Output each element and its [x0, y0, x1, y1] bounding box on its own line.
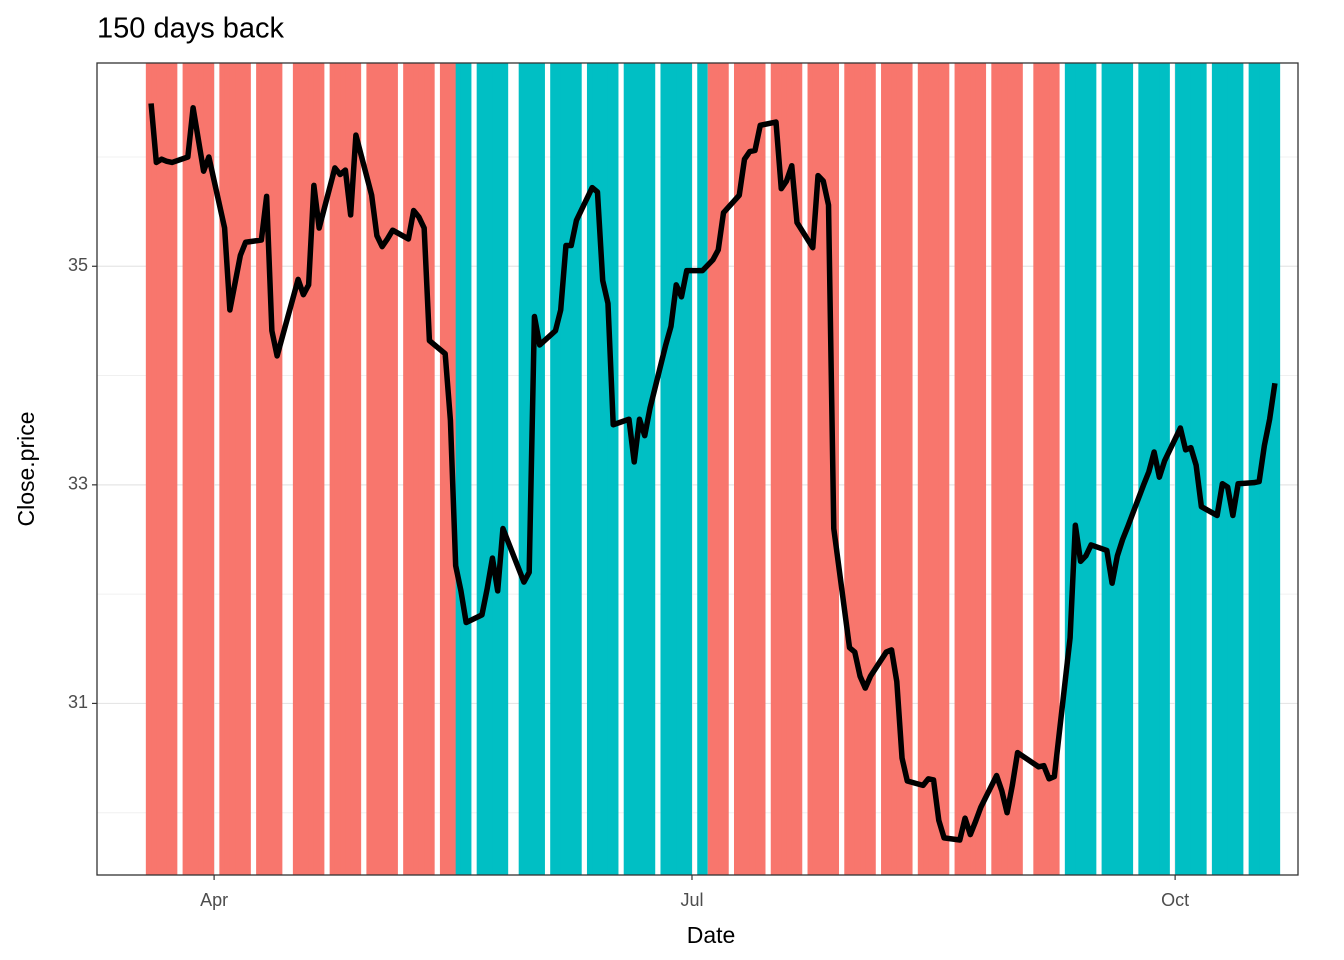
regime-bar — [849, 63, 861, 875]
regime-bar — [497, 63, 509, 875]
regime-bar — [607, 63, 619, 875]
regime-bar — [166, 63, 178, 875]
regime-bar — [313, 63, 325, 875]
regime-bar — [938, 63, 950, 875]
plot-area: 31 33 35 Apr Jul Oct — [68, 62, 1299, 910]
regime-bar — [403, 63, 414, 875]
regime-bar — [644, 63, 656, 875]
regime-bar — [697, 63, 708, 875]
y-tick-label: 33 — [68, 474, 88, 494]
regime-bar — [1049, 63, 1060, 875]
x-tick-label: Oct — [1161, 890, 1189, 910]
regime-bar — [1232, 63, 1244, 875]
chart-title: 150 days back — [97, 13, 285, 45]
regime-bar — [1106, 63, 1118, 875]
regime-bar — [902, 63, 913, 875]
regime-bar — [366, 63, 377, 875]
regime-bar — [555, 63, 566, 875]
regime-bar — [571, 63, 582, 875]
regime-bar — [1138, 63, 1149, 875]
y-axis-title: Close.price — [13, 411, 39, 526]
regime-bar — [460, 63, 472, 875]
regime-bar — [1122, 63, 1134, 875]
regime-bar — [308, 63, 320, 875]
panel-border — [96, 62, 1299, 876]
y-tick-label: 31 — [68, 692, 88, 712]
regime-bar — [240, 63, 251, 875]
regime-bar — [345, 63, 356, 875]
regime-bar — [1196, 63, 1207, 875]
regime-bar — [418, 63, 430, 875]
regime-bar — [1043, 63, 1055, 875]
regime-bar — [534, 63, 545, 875]
regime-bar — [203, 63, 215, 875]
regime-bar — [681, 63, 692, 875]
regime-bar — [387, 63, 398, 875]
regime-bar — [424, 63, 435, 875]
price-line — [148, 103, 1278, 843]
regime-bar — [975, 63, 987, 875]
regime-bar — [1075, 63, 1086, 875]
regime-bar — [776, 63, 787, 875]
regime-bar — [1101, 63, 1113, 875]
regime-bar — [492, 63, 503, 875]
regime-bar — [187, 63, 199, 875]
regime-bar — [1222, 63, 1233, 875]
regime-bar — [865, 63, 876, 875]
x-tick-label: Apr — [200, 890, 228, 910]
regime-bar — [628, 63, 640, 875]
x-axis-title: Date — [687, 922, 736, 948]
regime-bar — [476, 63, 488, 875]
regime-bar — [718, 63, 729, 875]
regime-bar — [271, 63, 283, 875]
y-tick-label: 35 — [68, 255, 88, 275]
regime-bar — [755, 63, 766, 875]
regime-bar — [382, 63, 393, 875]
regime-bar — [1269, 63, 1281, 875]
regime-bar — [791, 63, 803, 875]
regime-bar — [1085, 63, 1097, 875]
regime-bar — [229, 63, 241, 875]
regime-bar — [439, 63, 451, 875]
regime-bar — [329, 63, 341, 875]
regime-bar — [455, 63, 467, 875]
x-tick-label: Jul — [680, 890, 703, 910]
regime-bar — [151, 63, 162, 875]
regime-bar — [965, 63, 976, 875]
regime-bar — [350, 63, 362, 875]
regime-bar — [1248, 63, 1260, 875]
regime-bar — [1012, 63, 1023, 875]
